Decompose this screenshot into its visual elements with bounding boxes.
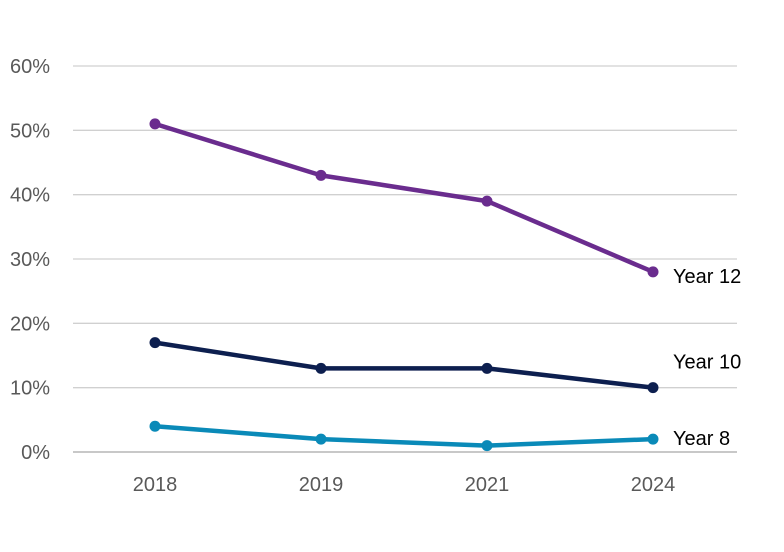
data-point-year-10 — [647, 382, 659, 394]
series-line-year-12 — [152, 121, 656, 275]
data-point-year-8 — [647, 433, 659, 445]
data-point-year-8 — [481, 440, 493, 452]
gridlines — [73, 65, 737, 453]
x-tick-label: 2021 — [465, 474, 510, 496]
y-tick-label: 40% — [10, 185, 50, 207]
series-label-year-10: Year 10 — [673, 352, 741, 374]
data-point-year-12 — [647, 266, 659, 278]
x-tick-label: 2018 — [133, 474, 178, 496]
x-axis-tick-labels: 2018 2019 2021 2024 — [133, 474, 676, 496]
y-tick-label: 20% — [10, 313, 50, 335]
y-axis-tick-labels: 0% 10% 20% 30% 40% 50% 60% — [10, 56, 50, 464]
data-point-year-12 — [149, 118, 161, 130]
series-line-year-8 — [152, 424, 656, 448]
x-tick-label: 2019 — [299, 474, 344, 496]
x-tick-label: 2024 — [631, 474, 676, 496]
y-tick-label: 30% — [10, 249, 50, 271]
data-point-year-10 — [481, 362, 493, 374]
series-lines — [149, 118, 659, 452]
series-labels: Year 12 Year 10 Year 8 — [673, 266, 741, 450]
y-tick-label: 60% — [10, 56, 50, 78]
data-point-year-8 — [315, 433, 327, 445]
y-tick-label: 0% — [21, 442, 50, 464]
data-point-year-8 — [149, 420, 161, 432]
data-point-year-10 — [149, 337, 161, 349]
data-point-year-10 — [315, 362, 327, 374]
y-tick-label: 50% — [10, 120, 50, 142]
data-point-year-12 — [481, 195, 493, 207]
data-point-year-12 — [315, 169, 327, 181]
series-line-year-10 — [152, 340, 656, 390]
series-label-year-8: Year 8 — [673, 428, 730, 450]
y-tick-label: 10% — [10, 378, 50, 400]
series-label-year-12: Year 12 — [673, 266, 741, 288]
